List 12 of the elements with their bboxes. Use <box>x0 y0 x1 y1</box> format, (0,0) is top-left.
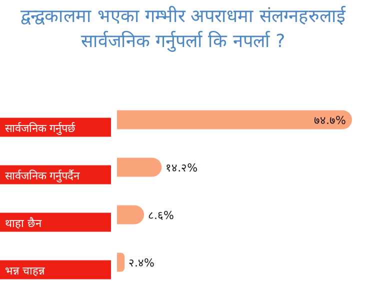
y-tick-label: सार्वजनिक गर्नुपर्छ <box>5 122 76 135</box>
data-label: ८.६% <box>148 208 174 222</box>
data-label: १४.२% <box>166 161 198 174</box>
y-tick-label: भन्न चाहन्न <box>5 264 46 278</box>
y-tick-label: थाहा छैन <box>5 216 42 230</box>
bar <box>117 252 125 272</box>
bar <box>117 110 352 130</box>
data-label: ७४.७% <box>314 114 346 127</box>
data-label: २.४% <box>128 256 155 270</box>
chart-title: द्वन्द्वकालमा भएका गम्भीर अपराधमा संलग्नहरुलाई सार्वजनिक गर्नुपर्ला कि नपर्ला ? <box>20 4 347 54</box>
bar <box>117 158 162 177</box>
y-tick-label: सार्वजनिक गर्नुपर्दैन <box>5 169 80 182</box>
